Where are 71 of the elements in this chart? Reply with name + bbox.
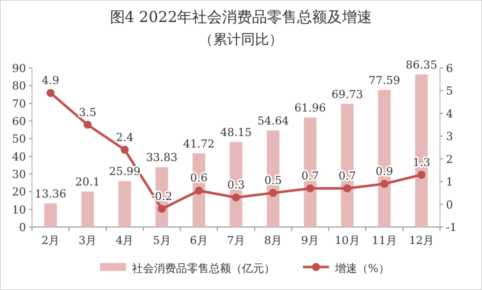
x-tick-label: 4月 (116, 234, 134, 247)
data-label: 0.5 (264, 174, 282, 187)
point (380, 180, 388, 188)
point (120, 146, 129, 154)
y-tick-label: 60 (12, 115, 26, 128)
x-tick-label: 12月 (408, 234, 434, 247)
data-label: 0.3 (227, 178, 245, 192)
y-tick-label: 80 (12, 80, 26, 93)
x-tick-label: 6月 (190, 234, 208, 247)
data-label: 77.59 (368, 74, 400, 87)
y-tick-label: 40 (12, 150, 26, 164)
bar (304, 118, 316, 227)
point (46, 88, 55, 97)
y-tick-label: 0 (19, 221, 26, 234)
data-label: 1.3 (412, 156, 430, 169)
point (84, 120, 92, 129)
data-label: 48.15 (220, 126, 252, 139)
bar (415, 74, 428, 227)
data-label: 4.9 (42, 74, 60, 87)
y-tick-label: 30 (12, 168, 26, 181)
data-label: 69.73 (332, 88, 364, 101)
bar (44, 203, 57, 227)
data-label: 0.7 (301, 169, 319, 182)
y-tick-label: 90 (12, 62, 26, 75)
point (269, 188, 278, 197)
x-tick-label: 11月 (372, 234, 397, 247)
x-tick-label: 7月 (227, 234, 245, 247)
bar (118, 181, 132, 227)
y-tick-label: 70 (12, 97, 26, 110)
point (158, 204, 166, 213)
data-label: 0.7 (338, 169, 356, 182)
data-label: 0.6 (190, 172, 208, 185)
y2-tick-label: 5 (446, 84, 453, 98)
data-label: 33.83 (146, 151, 178, 164)
bar (81, 191, 94, 227)
x-tick-label: 10月 (334, 234, 360, 247)
y2-tick-label: 0 (446, 198, 453, 212)
chart-title: 图4 2022年社会消费品零售总额及增速 (110, 8, 372, 26)
point (232, 193, 240, 202)
legend-label: 增速（%） (334, 262, 390, 275)
y2-tick-label: 6 (446, 62, 453, 75)
x-tick-label: 3月 (78, 234, 97, 247)
data-label: 20.1 (75, 175, 100, 188)
data-label: 2.4 (116, 130, 134, 144)
data-label: 86.35 (406, 58, 438, 72)
data-label: 61.96 (294, 102, 326, 115)
point (306, 184, 314, 192)
y-tick-label: 20 (12, 186, 26, 199)
x-tick-label: 9月 (301, 234, 320, 247)
y-tick-label: 10 (12, 203, 26, 216)
data-label: 0.9 (376, 164, 394, 178)
y-tick-label: 50 (12, 132, 26, 146)
chart-subtitle: （累计同比） (199, 32, 283, 48)
y2-tick-label: 3 (446, 130, 453, 144)
legend-label: 社会消费品零售总额（亿元） (132, 262, 275, 275)
y2-tick-label: 2 (446, 152, 453, 166)
x-tick-label: 8月 (264, 234, 282, 247)
data-label: 41.72 (183, 137, 215, 150)
data-label: 13.36 (34, 187, 66, 200)
data-label: 3.5 (78, 106, 96, 119)
x-tick-label: 2月 (42, 234, 60, 247)
bar (378, 90, 391, 227)
data-label: 54.64 (257, 114, 289, 128)
y2-tick-label: 4 (446, 107, 453, 120)
bar (340, 104, 354, 227)
x-tick-label: 5月 (152, 234, 171, 247)
point (343, 184, 352, 192)
y2-tick-label: -1 (446, 221, 457, 234)
point (194, 186, 203, 195)
y2-tick-label: 1 (446, 176, 453, 189)
point (417, 170, 426, 179)
